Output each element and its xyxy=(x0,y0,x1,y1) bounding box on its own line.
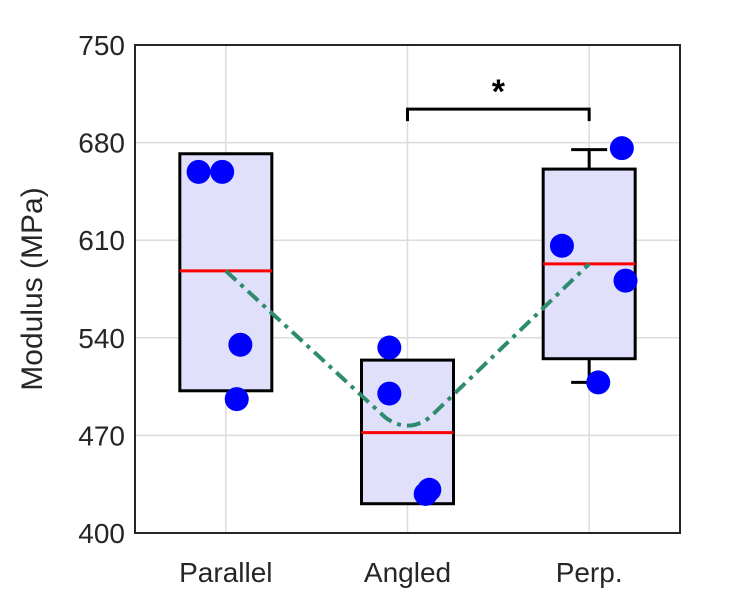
plot-frame xyxy=(134,44,681,534)
data-point xyxy=(228,332,253,357)
data-point xyxy=(613,268,638,293)
data-point xyxy=(549,233,574,258)
y-tick-label: 540 xyxy=(78,323,125,354)
x-tick-label: Perp. xyxy=(556,557,623,588)
y-axis-label: Modulus (MPa) xyxy=(16,187,49,390)
y-tick-label: 680 xyxy=(78,128,125,159)
y-tick-labels: 400 470 540 610 680 750 xyxy=(78,30,125,549)
data-point xyxy=(377,335,402,360)
y-tick-label: 400 xyxy=(78,518,125,549)
data-point xyxy=(210,159,235,184)
data-point xyxy=(224,387,249,412)
x-tick-labels: Parallel Angled Perp. xyxy=(179,557,622,588)
mean-trend-line xyxy=(224,262,591,428)
data-point xyxy=(377,381,402,406)
bracket-line xyxy=(406,107,591,122)
significance-label: * xyxy=(492,73,506,111)
y-tick-label: 750 xyxy=(78,30,125,61)
x-tick-label: Angled xyxy=(364,557,451,588)
data-point xyxy=(586,370,611,395)
significance-bracket: * xyxy=(406,73,591,122)
data-point xyxy=(186,159,211,184)
y-tick-label: 470 xyxy=(78,420,125,451)
data-points xyxy=(186,136,638,506)
x-tick-label: Parallel xyxy=(179,557,272,588)
boxes xyxy=(178,152,637,506)
y-tick-label: 610 xyxy=(78,225,125,256)
data-point xyxy=(413,481,438,506)
data-point xyxy=(609,136,634,161)
